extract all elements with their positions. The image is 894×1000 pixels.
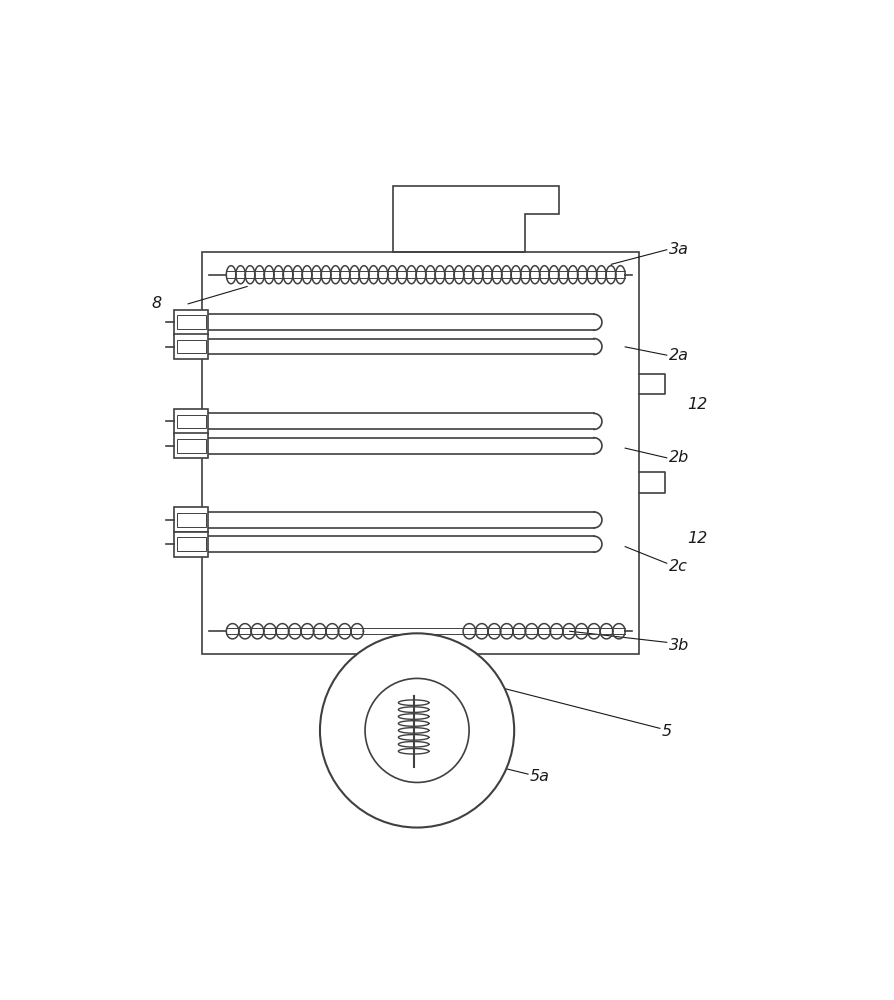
Text: 12: 12	[687, 397, 707, 412]
Polygon shape	[174, 433, 207, 458]
Text: 2c: 2c	[668, 559, 687, 574]
Text: 5a: 5a	[529, 769, 550, 784]
Text: 3b: 3b	[668, 638, 688, 653]
Polygon shape	[174, 334, 207, 359]
Text: 12: 12	[687, 531, 707, 546]
Polygon shape	[174, 310, 207, 335]
Polygon shape	[174, 507, 207, 532]
Polygon shape	[174, 532, 207, 557]
Circle shape	[320, 633, 513, 828]
Circle shape	[365, 678, 468, 782]
Text: 2b: 2b	[668, 450, 688, 465]
Text: 8: 8	[152, 296, 162, 311]
Text: 3a: 3a	[668, 242, 688, 257]
Polygon shape	[174, 409, 207, 434]
Text: 5: 5	[662, 724, 671, 739]
Text: 2a: 2a	[668, 348, 688, 363]
